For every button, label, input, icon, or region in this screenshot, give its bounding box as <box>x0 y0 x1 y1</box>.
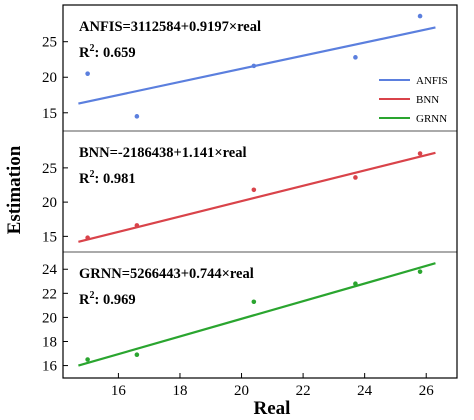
data-point-anfis <box>353 55 358 60</box>
y-tick-label: 24 <box>42 262 58 278</box>
legend-label-anfis: ANFIS <box>416 75 448 87</box>
data-point-anfis <box>134 114 140 119</box>
r2-value: : 0.659 <box>94 45 135 61</box>
x-axis-label: Real <box>254 398 291 419</box>
r2-letter: R <box>79 292 90 308</box>
y-tick-label: 18 <box>42 334 57 350</box>
equation-bnn: BNN=-2186438+1.141×real <box>79 145 247 161</box>
y-tick-label: 15 <box>42 106 57 122</box>
panel-anfis: 15 20 25 ANFIS=3112584+0.9197×real R2: 0.659 <box>42 13 436 122</box>
y-tick-label: 25 <box>42 161 57 177</box>
fit-line-grnn <box>78 262 436 367</box>
y-axis-label: Estimation <box>4 145 25 234</box>
r2-superscript: 2 <box>89 43 94 54</box>
r2-label-grnn: R2: 0.969 <box>79 290 136 308</box>
x-tick-label: 24 <box>357 383 373 399</box>
x-tick-label: 22 <box>296 383 311 399</box>
r2-letter: R <box>79 171 90 187</box>
x-tick-label: 18 <box>172 383 187 399</box>
y-tick-label: 20 <box>42 195 57 211</box>
y-tick-label: 15 <box>42 229 57 245</box>
r2-value: : 0.981 <box>94 171 135 187</box>
data-point-grnn <box>417 269 423 274</box>
r2-superscript: 2 <box>89 290 94 301</box>
data-point-bnn <box>251 187 257 193</box>
panel-bnn: 15 20 25 BNN=-2186438+1.141×real R2: 0.981 <box>42 130 457 245</box>
panel-grnn: 16 18 20 22 24 GRNN=5266443+0.744×real R2: 0.9… <box>42 251 457 375</box>
data-point-bnn <box>353 175 358 180</box>
r2-label-anfis: R2: 0.659 <box>79 43 136 61</box>
data-point-grnn <box>85 357 90 362</box>
data-point-grnn <box>353 281 358 286</box>
x-tick-label: 26 <box>419 383 435 399</box>
data-point-grnn <box>251 299 257 305</box>
x-tick-label: 16 <box>111 383 127 399</box>
equation-grnn: GRNN=5266443+0.744×real <box>79 266 254 282</box>
r2-value: : 0.969 <box>94 292 135 308</box>
fit-line-bnn <box>78 151 436 243</box>
y-tick-label: 25 <box>42 35 57 51</box>
r2-letter: R <box>79 45 90 61</box>
data-point-bnn <box>417 151 423 156</box>
y-tick-label: 20 <box>42 310 57 326</box>
y-tick-label: 20 <box>42 70 57 86</box>
equation-anfis: ANFIS=3112584+0.9197×real <box>79 19 261 35</box>
data-point-anfis <box>85 71 90 76</box>
legend: ANFIS BNN GRNN <box>379 75 448 125</box>
legend-label-grnn: GRNN <box>416 113 447 125</box>
data-point-anfis <box>251 63 257 69</box>
data-point-grnn <box>134 352 140 358</box>
y-tick-label: 16 <box>42 359 58 375</box>
data-point-bnn <box>85 235 90 241</box>
r2-label-bnn: R2: 0.981 <box>79 169 136 187</box>
fit-line-anfis <box>78 26 436 105</box>
legend-label-bnn: BNN <box>416 94 439 106</box>
plot-frame <box>62 4 458 379</box>
y-tick-label: 22 <box>42 286 57 302</box>
r2-superscript: 2 <box>89 169 94 180</box>
x-tick-label: 20 <box>234 383 249 399</box>
data-point-anfis <box>417 13 423 19</box>
data-point-bnn <box>134 223 140 228</box>
